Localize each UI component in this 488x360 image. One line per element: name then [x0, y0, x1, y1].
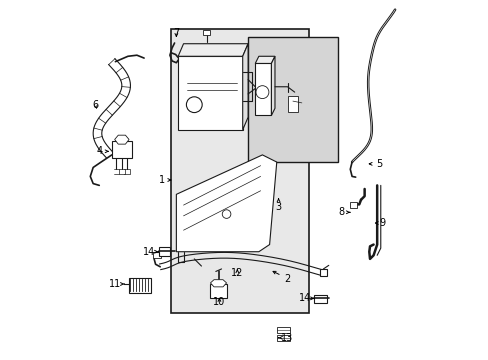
Polygon shape	[210, 280, 226, 287]
Text: 10: 10	[213, 297, 225, 307]
Text: 1: 1	[159, 175, 170, 185]
Polygon shape	[178, 56, 242, 130]
Polygon shape	[271, 56, 274, 116]
Text: 6: 6	[92, 100, 99, 110]
Polygon shape	[115, 135, 129, 144]
Text: 13: 13	[278, 333, 293, 343]
Bar	[171, 30, 308, 313]
Text: 4: 4	[96, 146, 108, 156]
Text: 3: 3	[275, 199, 281, 212]
Polygon shape	[210, 284, 226, 298]
Text: 14: 14	[299, 293, 314, 303]
Polygon shape	[314, 295, 326, 303]
Polygon shape	[255, 56, 274, 63]
Text: 11: 11	[109, 279, 124, 289]
Polygon shape	[242, 44, 247, 130]
Text: 8: 8	[338, 207, 349, 217]
Text: 9: 9	[375, 218, 385, 228]
Polygon shape	[152, 252, 161, 258]
Polygon shape	[276, 335, 290, 341]
Bar	[247, 37, 337, 162]
Polygon shape	[349, 202, 357, 208]
Text: 7: 7	[173, 28, 179, 38]
Text: 5: 5	[368, 159, 381, 169]
Polygon shape	[178, 44, 247, 56]
Text: 14: 14	[143, 247, 158, 257]
Text: 12: 12	[231, 268, 243, 278]
Text: 2: 2	[272, 271, 290, 284]
Polygon shape	[203, 30, 210, 35]
Polygon shape	[176, 155, 276, 252]
Polygon shape	[112, 140, 131, 158]
Polygon shape	[287, 96, 298, 112]
Polygon shape	[276, 327, 290, 333]
Polygon shape	[255, 63, 271, 116]
Polygon shape	[159, 247, 169, 256]
Polygon shape	[319, 269, 326, 276]
